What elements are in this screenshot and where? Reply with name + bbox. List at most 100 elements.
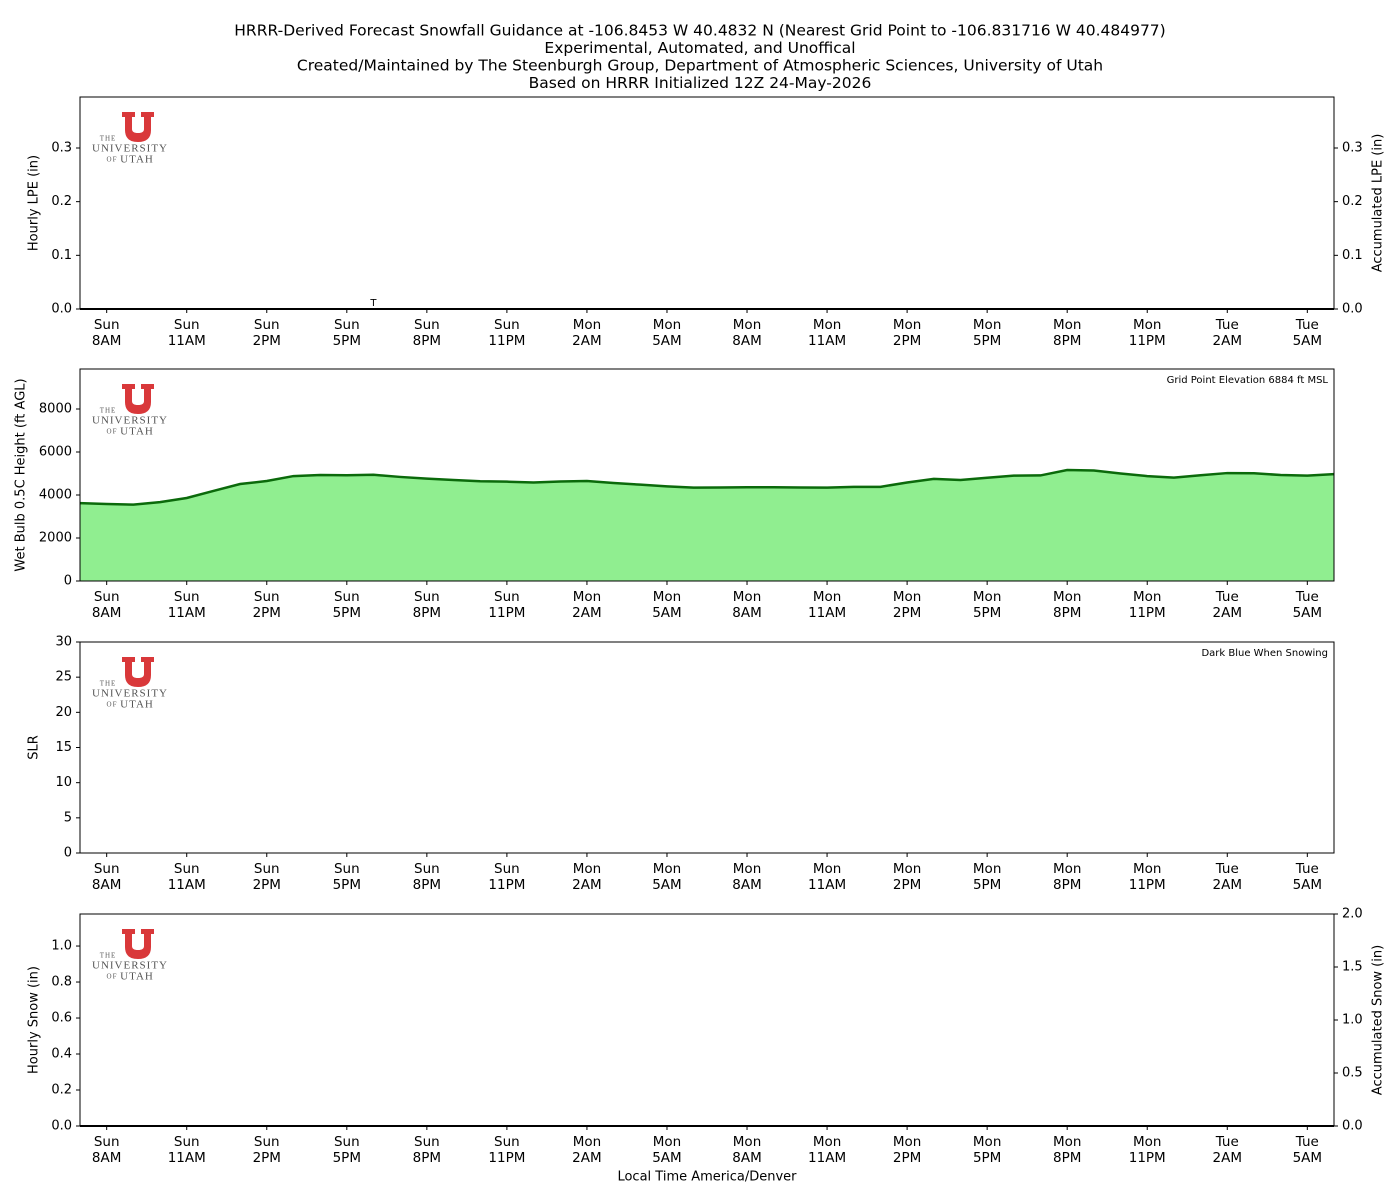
x-tick-label: Sun 2PM	[252, 861, 281, 893]
logo-text: UTAH	[120, 699, 154, 711]
x-tick-label: Sun 8AM	[91, 861, 122, 893]
x-tick-label: Mon 2AM	[572, 861, 602, 893]
y2-tick-label: 1.5	[1342, 960, 1363, 975]
x-tick-label: Sun 8AM	[91, 589, 122, 621]
y-tick-label: 6000	[39, 444, 72, 459]
y-tick-label: 0.8	[51, 975, 72, 990]
plot-frame	[79, 913, 1335, 1127]
y2-tick-label: 0.0	[1342, 302, 1363, 317]
y-tick-label: 10	[55, 775, 72, 790]
logo-text: UTAH	[120, 426, 154, 438]
y-tick-label: 25	[55, 670, 72, 685]
x-tick-label: Mon 5AM	[652, 317, 682, 349]
logo-text: UTAH	[120, 971, 154, 983]
logo-mark	[122, 929, 154, 959]
x-tick-label: Sun 5PM	[332, 589, 361, 621]
x-tick-label: Mon 5AM	[652, 861, 682, 893]
x-tick-label: Mon 5PM	[972, 317, 1002, 349]
x-tick-label: Mon 8AM	[732, 861, 762, 893]
x-tick-label: Mon 11PM	[1128, 861, 1166, 893]
y-axis-label: SLR	[27, 735, 42, 760]
x-tick-label: Tue 2AM	[1212, 861, 1242, 893]
x-tick-label: Mon 2PM	[892, 317, 922, 349]
x-tick-label: Sun 8PM	[412, 1134, 442, 1166]
y-tick-label: 2000	[39, 530, 72, 545]
logo-text: OF	[107, 973, 118, 981]
x-tick-label: Mon 11AM	[808, 861, 847, 893]
x-tick-label: Sun 11PM	[488, 317, 526, 349]
y-tick-label: 15	[55, 740, 72, 755]
annotation: Dark Blue When Snowing	[1201, 648, 1328, 659]
logo-mark	[122, 657, 154, 687]
x-tick-label: Sun 8AM	[91, 1134, 122, 1166]
x-tick-label: Sun 8PM	[412, 861, 442, 893]
y2-tick-label: 0.1	[1342, 248, 1363, 263]
y2-tick-label: 1.0	[1342, 1013, 1363, 1028]
logo-text: UNIVERSITY	[92, 143, 168, 155]
y-tick-label: 8000	[39, 401, 72, 416]
chart-title: Created/Maintained by The Steenburgh Gro…	[297, 57, 1103, 75]
x-tick-label: Tue 5AM	[1292, 589, 1323, 621]
y2-tick-label: 2.0	[1342, 907, 1363, 922]
y-axis-label: Hourly LPE (in)	[27, 155, 42, 251]
chart-title: Experimental, Automated, and Unoffical	[544, 39, 855, 57]
y-tick-label: 0.3	[51, 140, 72, 155]
area-fill	[80, 470, 1334, 581]
x-tick-label: Mon 8PM	[1052, 861, 1082, 893]
y-tick-label: 5	[64, 810, 72, 825]
x-tick-label: Mon 2AM	[572, 1134, 602, 1166]
x-tick-label: Tue 5AM	[1292, 317, 1323, 349]
x-tick-label: Mon 2PM	[892, 861, 922, 893]
y-tick-label: 30	[55, 635, 72, 650]
logo-mark	[122, 112, 154, 142]
x-tick-label: Mon 8PM	[1052, 1134, 1082, 1166]
x-tick-label: Mon 8AM	[732, 317, 762, 349]
y2-tick-label: 0.2	[1342, 194, 1363, 209]
y-tick-label: 0.2	[51, 194, 72, 209]
logo-text: OF	[107, 701, 118, 709]
y-axis-label: Wet Bulb 0.5C Height (ft AGL)	[14, 378, 29, 571]
x-tick-label: Sun 5PM	[332, 861, 361, 893]
y2-axis-label: Accumulated LPE (in)	[1371, 134, 1386, 273]
y2-tick-label: 0.5	[1342, 1066, 1363, 1081]
x-tick-label: Tue 2AM	[1212, 589, 1242, 621]
x-tick-label: Mon 5AM	[652, 589, 682, 621]
annotation: Grid Point Elevation 6884 ft MSL	[1167, 375, 1329, 386]
x-tick-label: Sun 8PM	[412, 589, 442, 621]
x-tick-label: Tue 2AM	[1212, 1134, 1242, 1166]
x-tick-label: Tue 5AM	[1292, 861, 1323, 893]
logo-text: UNIVERSITY	[92, 688, 168, 700]
y-tick-label: 0.0	[51, 302, 72, 317]
plot-frame	[79, 368, 1335, 582]
y2-tick-label: 0.3	[1342, 140, 1363, 155]
y-tick-label: 0.6	[51, 1011, 72, 1026]
y-tick-label: 0.1	[51, 248, 72, 263]
logo-text: THE	[100, 135, 117, 143]
x-tick-label: Tue 2AM	[1212, 317, 1242, 349]
x-tick-label: Sun 8AM	[91, 317, 122, 349]
x-tick-label: Mon 11PM	[1128, 317, 1166, 349]
y-tick-label: 1.0	[51, 939, 72, 954]
x-tick-label: Sun 8PM	[412, 317, 442, 349]
logo-text: UNIVERSITY	[92, 415, 168, 427]
x-tick-label: Mon 11AM	[808, 317, 847, 349]
x-tick-label: Mon 11PM	[1128, 589, 1166, 621]
x-tick-label: Sun 11PM	[488, 861, 526, 893]
y-tick-label: 20	[55, 705, 72, 720]
x-tick-label: Mon 2AM	[572, 317, 602, 349]
logo-text: THE	[100, 680, 117, 688]
x-axis-label: Local Time America/Denver	[617, 1170, 797, 1185]
logo-text: THE	[100, 952, 117, 960]
x-tick-label: Mon 8AM	[732, 589, 762, 621]
logo-text: THE	[100, 407, 117, 415]
y-axis-label: Hourly Snow (in)	[27, 966, 42, 1074]
y-tick-label: 0	[64, 574, 72, 589]
x-tick-label: Mon 8AM	[732, 1134, 762, 1166]
logo-text: UTAH	[120, 154, 154, 166]
y2-tick-label: 0.0	[1342, 1119, 1363, 1134]
